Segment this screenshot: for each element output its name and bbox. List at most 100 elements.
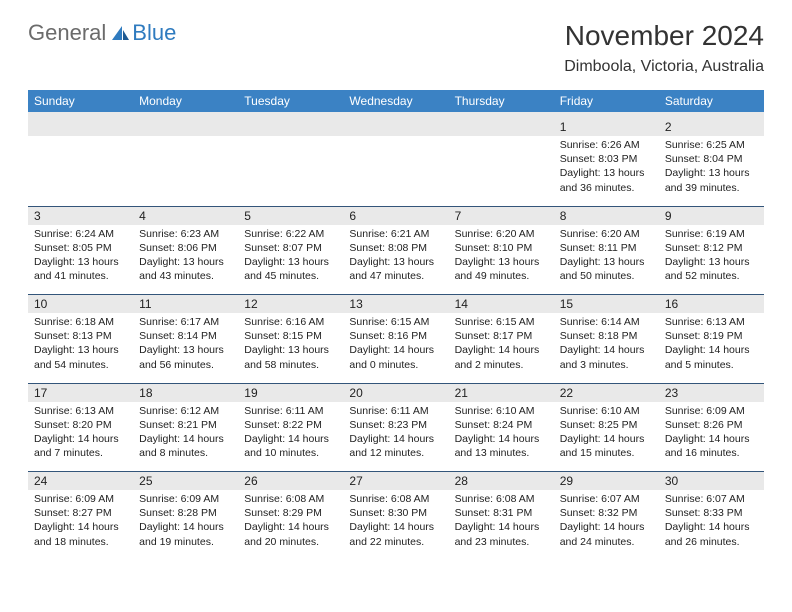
day-number-cell: 12 <box>238 295 343 314</box>
day-number-cell: 2 <box>659 115 764 136</box>
day-number: 8 <box>554 207 659 225</box>
day-content: Sunrise: 6:10 AMSunset: 8:24 PMDaylight:… <box>449 402 554 467</box>
day-number-cell: 26 <box>238 472 343 491</box>
day-number: 13 <box>343 295 448 313</box>
day-number-cell: 23 <box>659 383 764 402</box>
daylight-text: Daylight: 13 hours and 43 minutes. <box>139 255 232 283</box>
day-content-cell: Sunrise: 6:12 AMSunset: 8:21 PMDaylight:… <box>133 402 238 472</box>
day-number: 27 <box>343 472 448 490</box>
day-content-cell: Sunrise: 6:14 AMSunset: 8:18 PMDaylight:… <box>554 313 659 383</box>
sunset-text: Sunset: 8:30 PM <box>349 506 442 520</box>
daylight-text: Daylight: 13 hours and 56 minutes. <box>139 343 232 371</box>
daylight-text: Daylight: 13 hours and 39 minutes. <box>665 166 758 194</box>
sunrise-text: Sunrise: 6:16 AM <box>244 315 337 329</box>
day-content <box>343 136 448 144</box>
day-content-cell <box>343 136 448 206</box>
day-content-cell: Sunrise: 6:13 AMSunset: 8:20 PMDaylight:… <box>28 402 133 472</box>
day-content-row: Sunrise: 6:18 AMSunset: 8:13 PMDaylight:… <box>28 313 764 383</box>
day-number-cell: 24 <box>28 472 133 491</box>
day-number-cell <box>343 115 448 136</box>
sunset-text: Sunset: 8:13 PM <box>34 329 127 343</box>
day-number <box>238 118 343 136</box>
sunrise-text: Sunrise: 6:15 AM <box>349 315 442 329</box>
day-content-cell: Sunrise: 6:25 AMSunset: 8:04 PMDaylight:… <box>659 136 764 206</box>
calendar-table: Sunday Monday Tuesday Wednesday Thursday… <box>28 90 764 560</box>
day-number: 9 <box>659 207 764 225</box>
day-number: 23 <box>659 384 764 402</box>
sunrise-text: Sunrise: 6:09 AM <box>139 492 232 506</box>
weekday-header: Sunday <box>28 90 133 115</box>
day-number-cell: 22 <box>554 383 659 402</box>
day-number-cell: 19 <box>238 383 343 402</box>
day-number-cell: 13 <box>343 295 448 314</box>
day-number: 1 <box>554 118 659 136</box>
day-content: Sunrise: 6:13 AMSunset: 8:20 PMDaylight:… <box>28 402 133 467</box>
day-content: Sunrise: 6:24 AMSunset: 8:05 PMDaylight:… <box>28 225 133 290</box>
day-number: 6 <box>343 207 448 225</box>
day-content-cell: Sunrise: 6:24 AMSunset: 8:05 PMDaylight:… <box>28 225 133 295</box>
day-content: Sunrise: 6:11 AMSunset: 8:23 PMDaylight:… <box>343 402 448 467</box>
sunset-text: Sunset: 8:27 PM <box>34 506 127 520</box>
day-number-row: 24252627282930 <box>28 472 764 491</box>
day-number: 4 <box>133 207 238 225</box>
day-number: 21 <box>449 384 554 402</box>
day-number-cell: 27 <box>343 472 448 491</box>
sunrise-text: Sunrise: 6:11 AM <box>244 404 337 418</box>
day-number-cell: 14 <box>449 295 554 314</box>
day-content-row: Sunrise: 6:26 AMSunset: 8:03 PMDaylight:… <box>28 136 764 206</box>
sunrise-text: Sunrise: 6:19 AM <box>665 227 758 241</box>
daylight-text: Daylight: 13 hours and 41 minutes. <box>34 255 127 283</box>
day-content-cell: Sunrise: 6:26 AMSunset: 8:03 PMDaylight:… <box>554 136 659 206</box>
day-content: Sunrise: 6:23 AMSunset: 8:06 PMDaylight:… <box>133 225 238 290</box>
weekday-header: Friday <box>554 90 659 115</box>
day-content-cell: Sunrise: 6:20 AMSunset: 8:10 PMDaylight:… <box>449 225 554 295</box>
day-content: Sunrise: 6:11 AMSunset: 8:22 PMDaylight:… <box>238 402 343 467</box>
day-content: Sunrise: 6:18 AMSunset: 8:13 PMDaylight:… <box>28 313 133 378</box>
day-number: 2 <box>659 118 764 136</box>
weekday-header: Monday <box>133 90 238 115</box>
title-block: November 2024 Dimboola, Victoria, Austra… <box>564 20 764 76</box>
sunrise-text: Sunrise: 6:08 AM <box>244 492 337 506</box>
sunrise-text: Sunrise: 6:07 AM <box>560 492 653 506</box>
sunset-text: Sunset: 8:04 PM <box>665 152 758 166</box>
day-number-row: 3456789 <box>28 206 764 225</box>
day-number: 7 <box>449 207 554 225</box>
sunrise-text: Sunrise: 6:21 AM <box>349 227 442 241</box>
day-number-cell: 9 <box>659 206 764 225</box>
day-number-row: 17181920212223 <box>28 383 764 402</box>
day-number: 26 <box>238 472 343 490</box>
day-content-cell: Sunrise: 6:18 AMSunset: 8:13 PMDaylight:… <box>28 313 133 383</box>
sunrise-text: Sunrise: 6:22 AM <box>244 227 337 241</box>
day-content-cell <box>449 136 554 206</box>
daylight-text: Daylight: 13 hours and 52 minutes. <box>665 255 758 283</box>
weekday-header: Tuesday <box>238 90 343 115</box>
weekday-header: Wednesday <box>343 90 448 115</box>
sunrise-text: Sunrise: 6:10 AM <box>455 404 548 418</box>
day-number: 12 <box>238 295 343 313</box>
daylight-text: Daylight: 13 hours and 45 minutes. <box>244 255 337 283</box>
sunset-text: Sunset: 8:07 PM <box>244 241 337 255</box>
day-number: 17 <box>28 384 133 402</box>
sunrise-text: Sunrise: 6:17 AM <box>139 315 232 329</box>
sunset-text: Sunset: 8:12 PM <box>665 241 758 255</box>
day-number-cell: 17 <box>28 383 133 402</box>
sunrise-text: Sunrise: 6:24 AM <box>34 227 127 241</box>
daylight-text: Daylight: 14 hours and 23 minutes. <box>455 520 548 548</box>
sunset-text: Sunset: 8:26 PM <box>665 418 758 432</box>
sunrise-text: Sunrise: 6:12 AM <box>139 404 232 418</box>
sunset-text: Sunset: 8:29 PM <box>244 506 337 520</box>
day-number <box>133 118 238 136</box>
sunrise-text: Sunrise: 6:08 AM <box>455 492 548 506</box>
day-number-cell: 28 <box>449 472 554 491</box>
day-number: 25 <box>133 472 238 490</box>
day-number-cell: 7 <box>449 206 554 225</box>
day-content-cell: Sunrise: 6:19 AMSunset: 8:12 PMDaylight:… <box>659 225 764 295</box>
day-number: 29 <box>554 472 659 490</box>
day-content: Sunrise: 6:20 AMSunset: 8:11 PMDaylight:… <box>554 225 659 290</box>
sunset-text: Sunset: 8:05 PM <box>34 241 127 255</box>
logo-text-blue: Blue <box>132 20 176 46</box>
sunrise-text: Sunrise: 6:09 AM <box>665 404 758 418</box>
daylight-text: Daylight: 14 hours and 5 minutes. <box>665 343 758 371</box>
sunrise-text: Sunrise: 6:13 AM <box>34 404 127 418</box>
day-number-row: 12 <box>28 115 764 136</box>
